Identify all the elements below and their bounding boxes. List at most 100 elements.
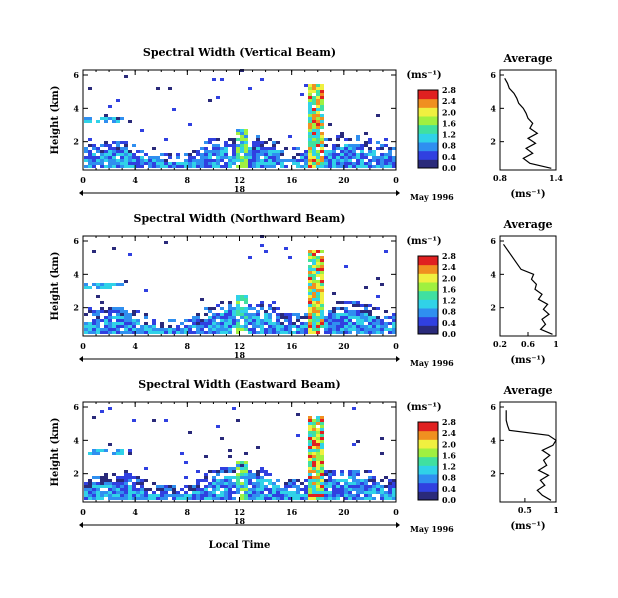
heatmap-cell (112, 310, 116, 313)
heatmap-cell (340, 325, 344, 328)
heatmap-cell (324, 165, 328, 168)
heatmap-cell (88, 482, 92, 485)
heatmap-cell (352, 482, 356, 485)
heatmap-cell (248, 316, 252, 319)
heatmap-cell (120, 310, 124, 313)
heatmap-cell (144, 331, 148, 334)
heatmap-cell (256, 491, 260, 494)
heatmap-cell (212, 491, 216, 494)
heatmap-cell (288, 331, 292, 334)
heatmap-cell (124, 280, 128, 283)
heatmap-cell (104, 482, 108, 485)
heatmap-cell (284, 497, 288, 500)
heatmap-cell (152, 497, 156, 500)
colorbar-segment (418, 116, 438, 126)
heatmap-cell (128, 153, 132, 156)
heatmap-cell (240, 162, 244, 165)
heatmap-cell (132, 476, 136, 479)
heatmap-cell (240, 482, 244, 485)
heatmap-cell (332, 488, 336, 491)
heatmap-cell (232, 316, 236, 319)
heatmap-cell (152, 159, 156, 162)
heatmap-cell (228, 476, 232, 479)
heatmap-cell (312, 304, 316, 307)
heatmap-cell (96, 162, 100, 165)
heatmap-cell (228, 304, 232, 307)
heatmap-cell (244, 464, 248, 467)
heatmap-cell (324, 479, 328, 482)
heatmap-cell (332, 310, 336, 313)
heatmap-cell (344, 144, 348, 147)
heatmap-cell (272, 325, 276, 328)
heatmap-cell (176, 497, 180, 500)
heatmap-cell (140, 325, 144, 328)
heatmap-cell (304, 328, 308, 331)
heatmap-cell (92, 153, 96, 156)
heatmap-cell (364, 313, 368, 316)
heatmap-cell (260, 162, 264, 165)
heatmap-cell (248, 256, 252, 259)
heatmap-cell (272, 150, 276, 153)
heatmap-cell (332, 470, 336, 473)
heatmap-cell (272, 159, 276, 162)
heatmap-cell (192, 497, 196, 500)
heatmap-cell (336, 331, 340, 334)
heatmap-cell (376, 295, 380, 298)
heatmap-cell (84, 147, 88, 150)
heatmap-cell (180, 494, 184, 497)
heatmap-cell (336, 153, 340, 156)
x-tick-label: 0 (80, 175, 86, 185)
heatmap-cell (308, 96, 312, 99)
heatmap-cell (152, 419, 156, 422)
heatmap-cell (224, 497, 228, 500)
heatmap-cell (128, 494, 132, 497)
heatmap-cell (352, 301, 356, 304)
heatmap-cell (308, 126, 312, 129)
x-tick-label: 16 (286, 341, 298, 351)
heatmap-cell (312, 313, 316, 316)
heatmap-cell (120, 165, 124, 168)
heatmap-cell (280, 325, 284, 328)
heatmap-cell (228, 156, 232, 159)
heatmap-cell (120, 150, 124, 153)
heatmap-cell (212, 331, 216, 334)
heatmap-cell (312, 485, 316, 488)
heatmap-cell (228, 307, 232, 310)
heatmap-cell (380, 479, 384, 482)
heatmap-cell (312, 156, 316, 159)
heatmap-cell (188, 156, 192, 159)
heatmap-cell (368, 313, 372, 316)
heatmap-cell (264, 316, 268, 319)
heatmap-cell (160, 494, 164, 497)
heatmap-cell (352, 479, 356, 482)
heatmap-cell (172, 328, 176, 331)
heatmap-cell (292, 479, 296, 482)
heatmap-cell (344, 319, 348, 322)
heatmap-cell (384, 316, 388, 319)
heatmap-cell (300, 497, 304, 500)
heatmap-cell (204, 313, 208, 316)
heatmap-cell (244, 476, 248, 479)
heatmap-cell (252, 473, 256, 476)
heatmap-cell (244, 153, 248, 156)
colorbar-tick-label: 0.8 (442, 141, 456, 151)
heatmap-cell (316, 458, 320, 461)
heatmap-cell (100, 144, 104, 147)
heatmap-cell (228, 449, 232, 452)
heatmap-cell (316, 485, 320, 488)
heatmap-cell (196, 322, 200, 325)
heatmap-cell (268, 313, 272, 316)
heatmap-cell (324, 473, 328, 476)
heatmap-cell (320, 292, 324, 295)
heatmap-cell (216, 96, 220, 99)
colorbar-segment (418, 273, 438, 283)
heatmap-cell (356, 313, 360, 316)
heatmap-cell (384, 494, 388, 497)
heatmap-cell (140, 494, 144, 497)
heatmap-cell (124, 313, 128, 316)
colorbar-tick-label: 2.8 (442, 85, 456, 95)
heatmap-cell (168, 328, 172, 331)
heatmap-cell (316, 428, 320, 431)
heatmap-cell (392, 482, 396, 485)
heatmap-cell (300, 488, 304, 491)
